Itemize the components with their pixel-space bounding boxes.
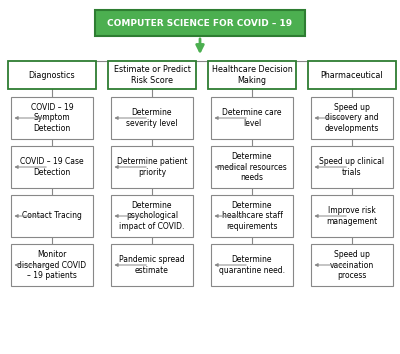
Text: Determine
severity level: Determine severity level [126,108,178,128]
Bar [8,61,96,89]
Text: Contact Tracing: Contact Tracing [22,211,82,221]
Text: Pandemic spread
estimate: Pandemic spread estimate [119,255,185,275]
Bar [95,10,305,36]
Bar [111,97,193,139]
Bar [11,146,93,188]
Text: Pharmaceutical: Pharmaceutical [321,70,383,80]
Text: COVID – 19
Symptom
Detection: COVID – 19 Symptom Detection [31,103,73,133]
Bar [211,244,293,286]
Text: Improve risk
management: Improve risk management [326,206,378,226]
Text: Determine
medical resources
needs: Determine medical resources needs [217,152,287,182]
Bar [308,61,396,89]
Bar [311,97,393,139]
Text: Diagnostics: Diagnostics [29,70,75,80]
Bar [311,195,393,237]
Text: Determine patient
priority: Determine patient priority [117,157,187,177]
Bar [208,61,296,89]
Bar [111,146,193,188]
Text: Determine care
level: Determine care level [222,108,282,128]
Bar [211,146,293,188]
Text: Speed up
discovery and
developments: Speed up discovery and developments [325,103,379,133]
Bar [111,244,193,286]
Bar [211,97,293,139]
Text: Determine
psychological
impact of COVID.: Determine psychological impact of COVID. [119,201,185,231]
Text: Speed up
vaccination
process: Speed up vaccination process [330,250,374,280]
Text: COVID – 19 Case
Detection: COVID – 19 Case Detection [20,157,84,177]
Bar [11,195,93,237]
Text: Determine
quarantine need.: Determine quarantine need. [219,255,285,275]
Text: Estimate or Predict
Risk Score: Estimate or Predict Risk Score [114,65,190,85]
Text: Speed up clinical
trials: Speed up clinical trials [320,157,384,177]
Bar [11,97,93,139]
Bar [211,195,293,237]
Bar [108,61,196,89]
Text: COMPUTER SCIENCE FOR COVID – 19: COMPUTER SCIENCE FOR COVID – 19 [108,18,292,28]
Bar [311,146,393,188]
Bar [111,195,193,237]
Bar [11,244,93,286]
Text: Monitor
discharged COVID
– 19 patients: Monitor discharged COVID – 19 patients [18,250,86,280]
Bar [311,244,393,286]
Text: Healthcare Decision
Making: Healthcare Decision Making [212,65,292,85]
Text: Determine
healthcare staff
requirements: Determine healthcare staff requirements [222,201,282,231]
